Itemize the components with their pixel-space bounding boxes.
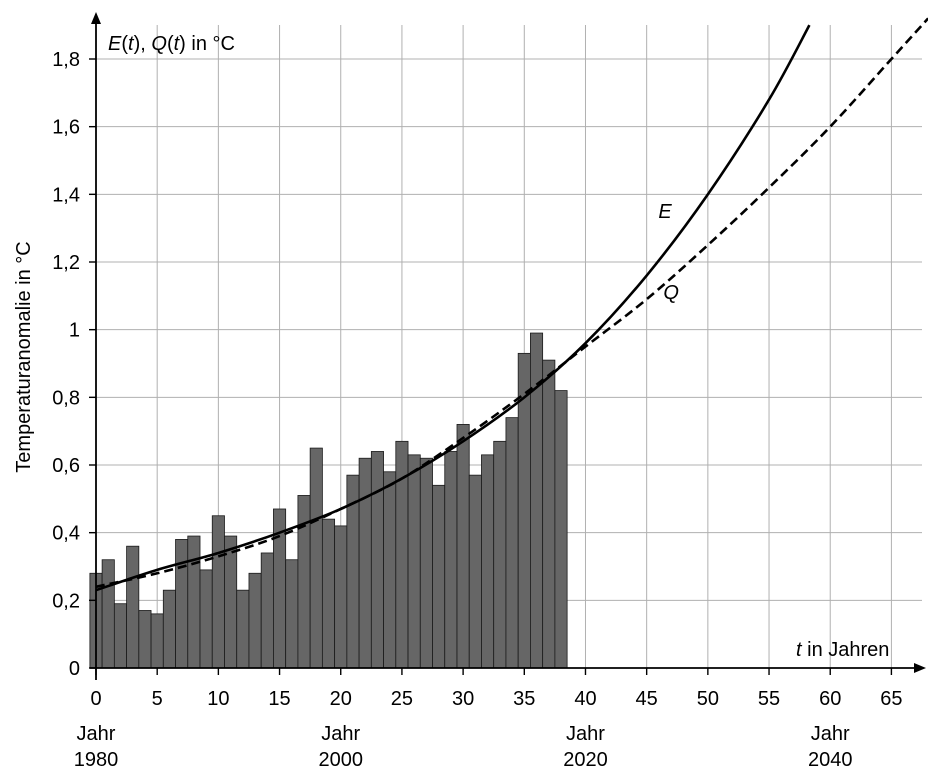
y-tick-label: 0,8 — [52, 387, 80, 409]
bar — [432, 484, 446, 669]
y-tick-label: 1,4 — [52, 184, 80, 206]
x-tick-label: 20 — [330, 688, 352, 710]
series-line-e — [95, 24, 811, 592]
y-tick-label: 1 — [69, 320, 80, 342]
curve-labels: EQ — [658, 201, 679, 304]
bar — [554, 390, 568, 669]
x-tick-label: 50 — [697, 688, 719, 710]
bar — [505, 417, 519, 669]
x-tick-label: 60 — [819, 688, 841, 710]
year-marker-word: Jahr — [566, 723, 605, 745]
x-tick-label: 10 — [207, 688, 229, 710]
year-marker-year: 1980 — [74, 749, 119, 771]
year-marker-year: 2000 — [318, 749, 363, 771]
bar — [187, 535, 201, 669]
year-marker-word: Jahr — [321, 723, 360, 745]
bar — [383, 471, 397, 669]
bar — [285, 559, 299, 669]
x-tick-label: 65 — [880, 688, 902, 710]
y-axis-arrow — [91, 12, 101, 24]
series-line-q — [95, 17, 928, 589]
curve-label-e: E — [658, 201, 672, 223]
bar — [211, 515, 225, 669]
bar — [370, 451, 384, 669]
x-tick-label: 55 — [758, 688, 780, 710]
bar — [358, 457, 372, 669]
x-tick-label: 15 — [268, 688, 290, 710]
x-tick-label: 35 — [513, 688, 535, 710]
ticks: 0 5 10 15 20 25 30 35 40 45 50 55 60 65 0 0,2 0,4 0,6 0,8 1… — [52, 49, 902, 710]
curve-label-q: Q — [663, 282, 679, 304]
x-tick-label: 25 — [391, 688, 413, 710]
bar — [542, 359, 556, 669]
year-marker: Jahr 2040 — [808, 723, 853, 771]
x-axis-title: t in Jahren — [796, 639, 889, 661]
x-tick-label: 45 — [636, 688, 658, 710]
bar — [224, 535, 238, 669]
bar — [101, 559, 115, 669]
y-tick-label: 0,6 — [52, 455, 80, 477]
bar — [248, 572, 262, 669]
bar — [162, 589, 176, 669]
bar — [113, 603, 127, 669]
bar — [444, 451, 458, 669]
year-marker-year: 2020 — [563, 749, 608, 771]
year-marker-word: Jahr — [811, 723, 850, 745]
bar — [138, 610, 152, 669]
year-marker-year: 2040 — [808, 749, 853, 771]
year-labels: Jahr 1980 Jahr 2000 Jahr 2020 Jahr 2040 — [74, 723, 853, 771]
curves — [95, 17, 928, 592]
bar — [236, 589, 250, 669]
bar — [334, 525, 348, 669]
bar — [468, 474, 482, 669]
bar — [456, 423, 470, 669]
bar — [481, 454, 495, 669]
bar — [493, 440, 507, 669]
y-tick-label: 1,6 — [52, 117, 80, 139]
bar — [175, 539, 189, 669]
y-tick-label: 1,2 — [52, 252, 80, 274]
year-marker: Jahr 2020 — [563, 723, 608, 771]
year-marker-word: Jahr — [77, 723, 116, 745]
y-tick-label: 1,8 — [52, 49, 80, 71]
bar — [150, 613, 164, 669]
y-axis-label: Temperaturanomalie in °C — [13, 241, 35, 472]
bar — [199, 569, 213, 669]
x-axis-arrow — [914, 663, 926, 673]
y-axis-title: E(t), Q(t) in °C — [108, 33, 235, 55]
y-tick-label: 0,4 — [52, 523, 80, 545]
x-tick-label: 0 — [90, 688, 101, 710]
year-marker: Jahr 1980 — [74, 723, 119, 771]
bar — [309, 447, 323, 669]
year-marker: Jahr 2000 — [318, 723, 363, 771]
x-tick-label: 5 — [152, 688, 163, 710]
bar — [407, 454, 421, 669]
y-tick-label: 0,2 — [52, 590, 80, 612]
bar — [260, 552, 274, 669]
y-tick-label: 0 — [69, 658, 80, 680]
bar — [126, 545, 140, 669]
bar — [321, 518, 336, 669]
bar — [419, 457, 433, 669]
x-tick-label: 30 — [452, 688, 474, 710]
x-tick-label: 40 — [574, 688, 596, 710]
bars — [89, 332, 568, 669]
